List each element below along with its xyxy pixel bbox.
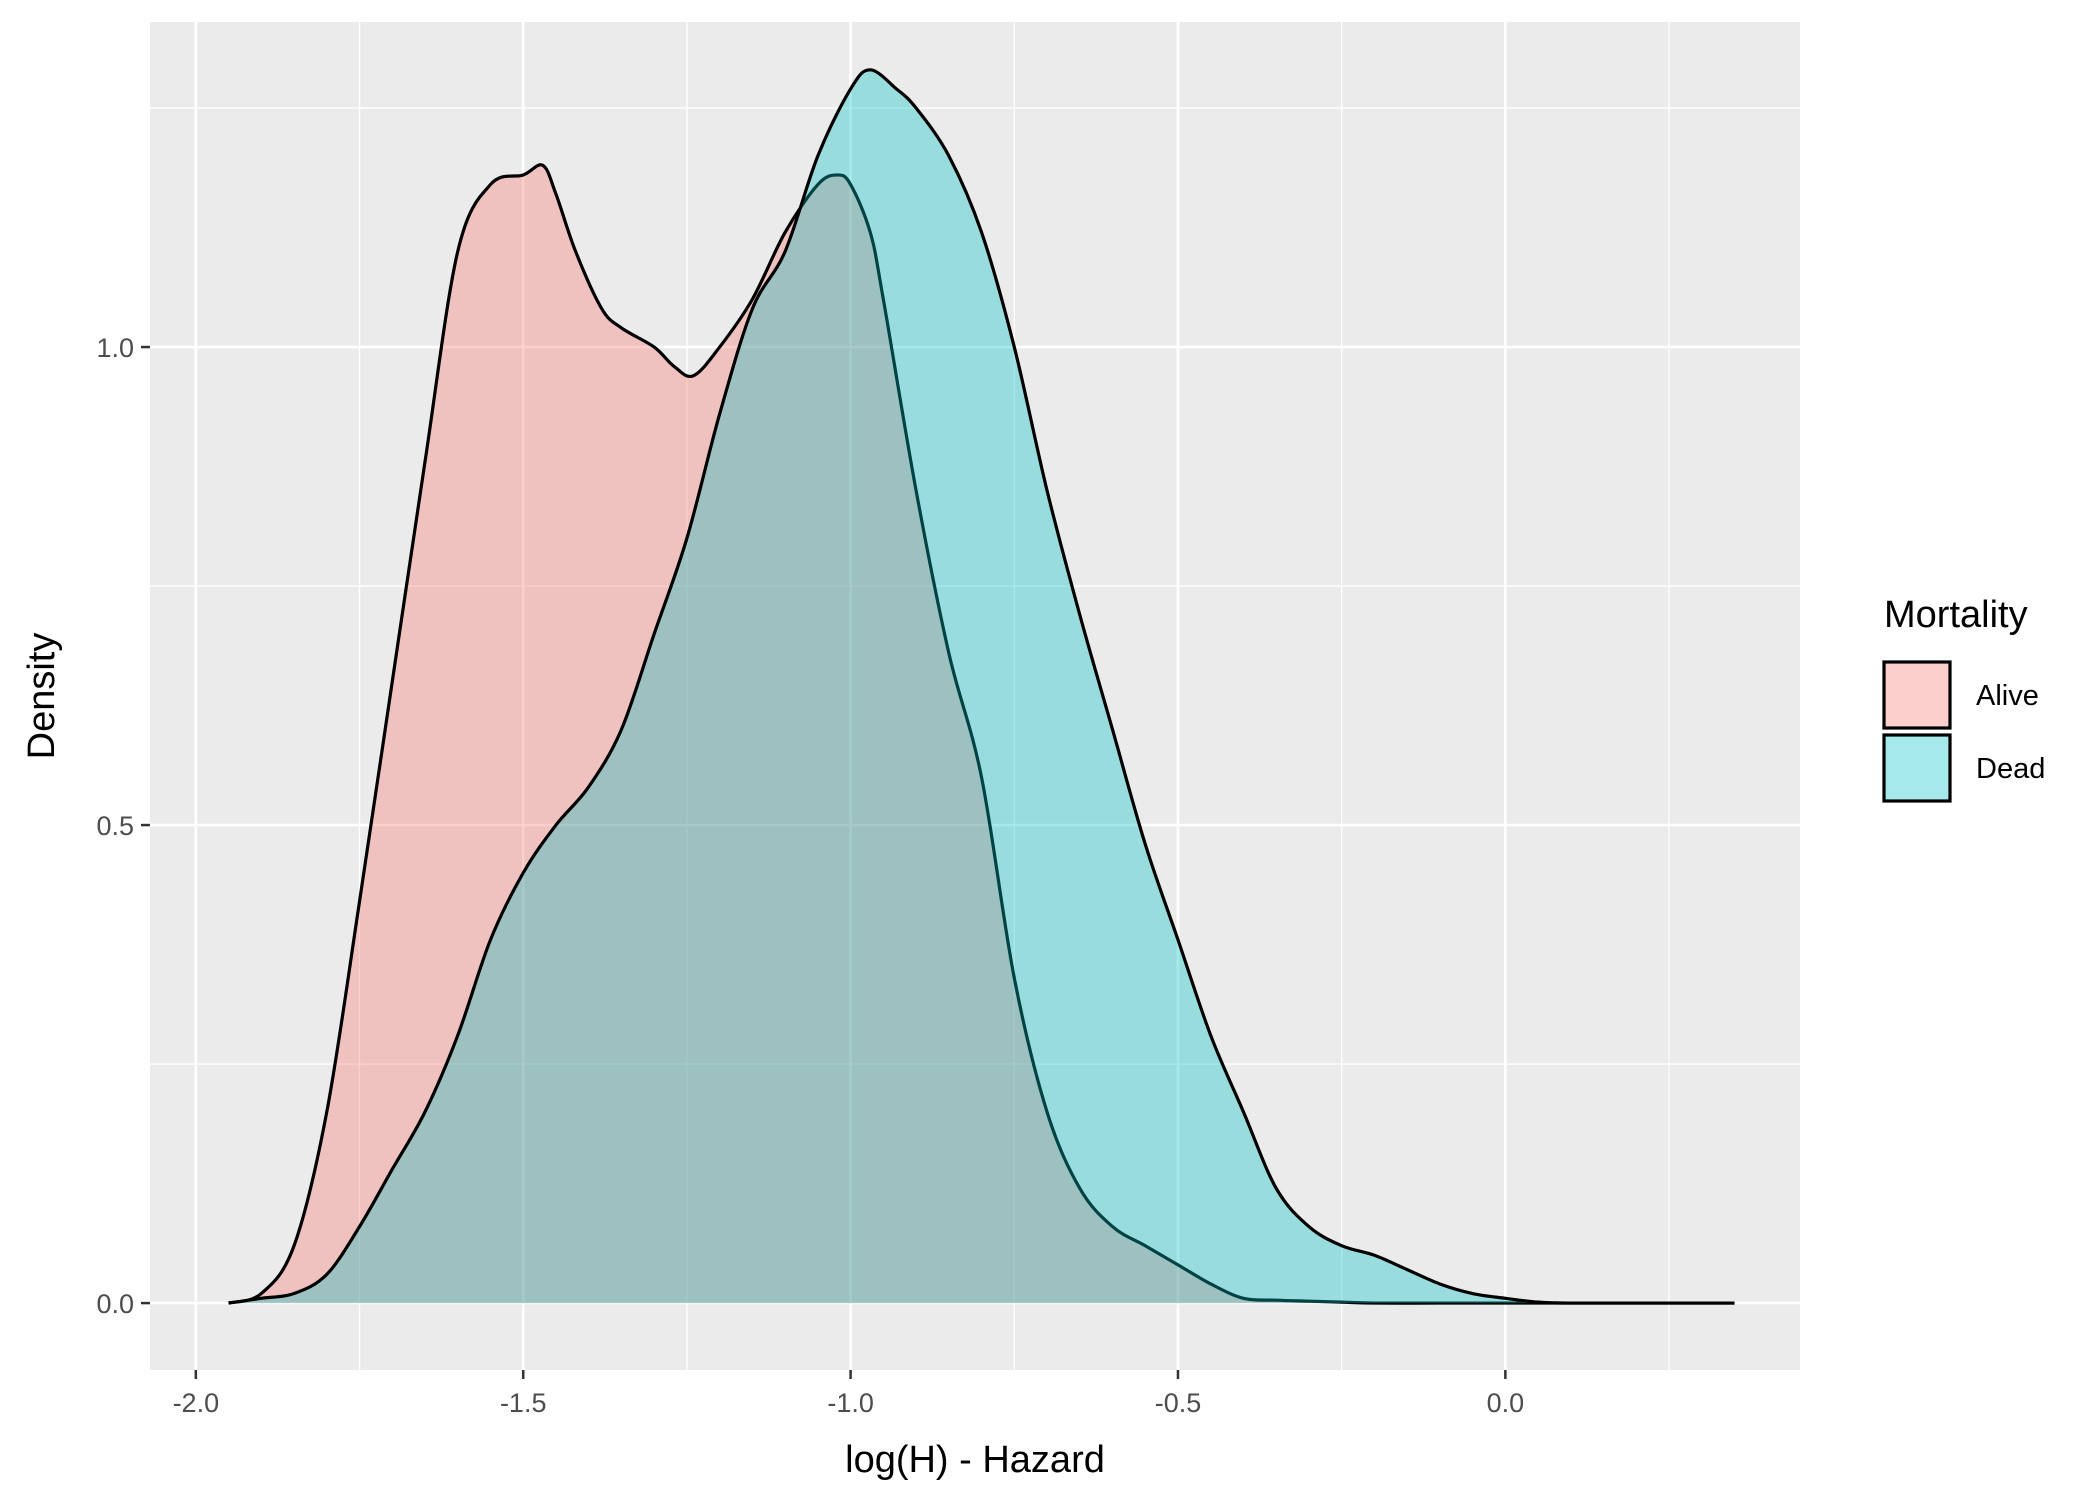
plot-panel: [150, 22, 1800, 1370]
y-tick-label: 0.5: [96, 811, 134, 841]
x-axis: -2.0 -1.5 -1.0 -0.5 0.0: [173, 1370, 1525, 1418]
y-axis: 0.0 0.5 1.0: [96, 333, 150, 1319]
legend: Mortality Alive Dead: [1882, 594, 2045, 803]
x-axis-title: log(H) - Hazard: [845, 1439, 1105, 1481]
legend-label-alive: Alive: [1976, 680, 2039, 712]
x-tick-label: -0.5: [1155, 1388, 1202, 1418]
density-area-alive: [228, 164, 1735, 1304]
legend-label-dead: Dead: [1976, 753, 2045, 785]
density-areas: [228, 68, 1735, 1305]
x-tick-label: -2.0: [173, 1388, 220, 1418]
x-tick-label: 0.0: [1487, 1388, 1525, 1418]
y-axis-title: Density: [21, 633, 63, 760]
legend-key-bg-dead: [1884, 735, 1950, 801]
legend-key-bg-alive: [1884, 662, 1950, 728]
y-tick-label: 1.0: [96, 333, 134, 363]
y-tick-label: 0.0: [96, 1289, 134, 1319]
minor-grid: [150, 22, 1800, 1370]
legend-title: Mortality: [1884, 594, 2028, 636]
density-area-dead: [228, 69, 1735, 1304]
density-line-alive: [228, 163, 1735, 1305]
x-tick-label: -1.0: [827, 1388, 874, 1418]
legend-key-dead: [1882, 733, 1952, 803]
major-grid: [150, 22, 1800, 1370]
density-line-dead: [228, 68, 1735, 1305]
legend-key-alive: [1882, 660, 1952, 730]
x-tick-label: -1.5: [500, 1388, 547, 1418]
